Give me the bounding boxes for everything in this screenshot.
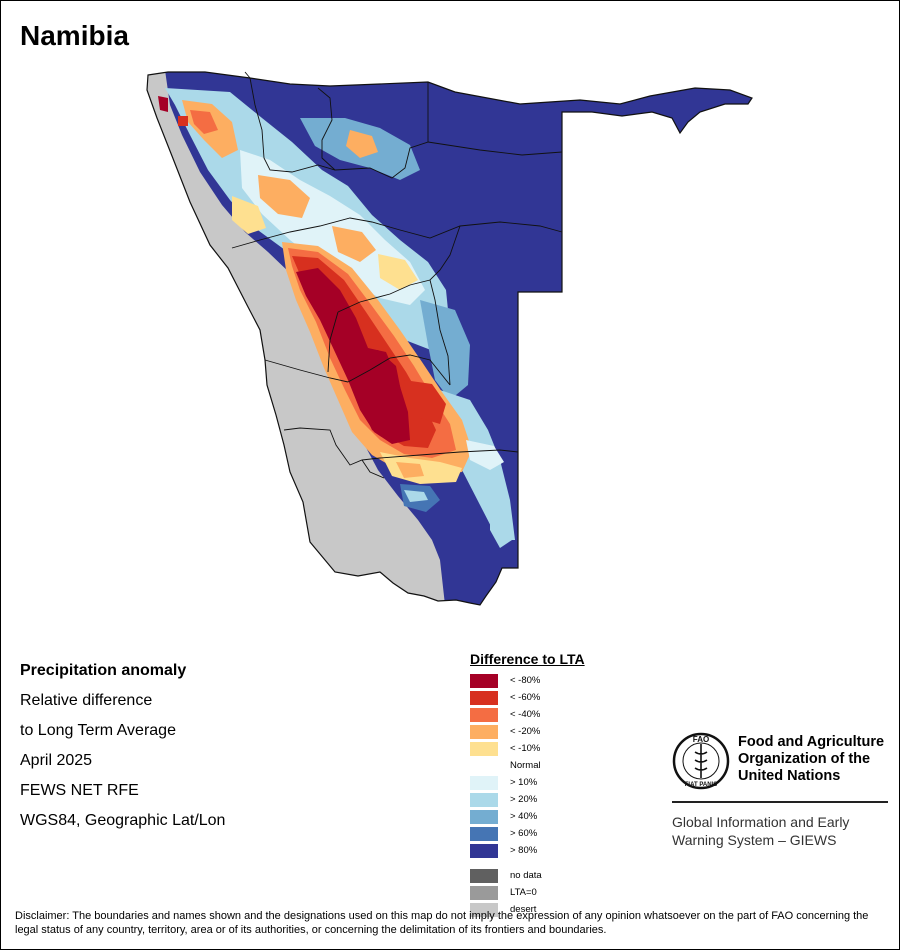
region-boundaries <box>231 71 563 479</box>
info-line: April 2025 <box>20 752 93 769</box>
legend-label: Normal <box>510 760 541 771</box>
anomaly-map <box>146 71 753 606</box>
legend-item: < -60% <box>470 689 585 706</box>
legend-label: LTA=0 <box>510 887 537 898</box>
legend-item: < -80% <box>470 672 585 689</box>
svg-text:FIAT PANIS: FIAT PANIS <box>685 782 717 788</box>
legend-label: > 60% <box>510 828 538 839</box>
info-line: FEWS NET RFE <box>20 782 139 799</box>
legend-label: > 80% <box>510 845 538 856</box>
legend-item: < -20% <box>470 723 585 740</box>
legend-label: > 20% <box>510 794 538 805</box>
legend-label: > 10% <box>510 777 538 788</box>
legend-label: < -60% <box>510 692 541 703</box>
legend-swatch <box>470 868 498 883</box>
legend-gap <box>470 859 585 867</box>
legend-swatch <box>470 792 498 807</box>
legend-swatch <box>470 741 498 756</box>
legend-extra: no data LTA=0 desert <box>470 867 585 918</box>
legend-label: > 40% <box>510 811 538 822</box>
legend: Difference to LTA < -80% < -60% < -40% < -2… <box>470 651 585 918</box>
svg-text:FAO: FAO <box>693 735 709 744</box>
legend-item: > 60% <box>470 825 585 842</box>
info-line: Relative difference <box>20 692 153 709</box>
legend-item: LTA=0 <box>470 884 585 901</box>
legend-label: desert <box>510 904 537 915</box>
map-title: Namibia <box>20 20 129 51</box>
legend-label: < -20% <box>510 726 541 737</box>
legend-item: > 80% <box>470 842 585 859</box>
legend-item: Normal <box>470 757 585 774</box>
legend-swatch <box>470 758 498 773</box>
legend-swatch <box>470 707 498 722</box>
legend-title: Difference to LTA <box>470 651 585 667</box>
legend-swatch <box>470 843 498 858</box>
fao-name-line: Organization of the <box>738 751 871 767</box>
legend-swatch <box>470 724 498 739</box>
legend-swatch <box>470 902 498 917</box>
divider <box>672 801 888 803</box>
legend-swatch <box>470 809 498 824</box>
legend-swatch <box>470 690 498 705</box>
giews-name: Global Information and Early Warning Sys… <box>672 813 849 849</box>
legend-swatch <box>470 775 498 790</box>
legend-item: > 20% <box>470 791 585 808</box>
legend-label: no data <box>510 870 542 881</box>
legend-swatch <box>470 826 498 841</box>
fao-name-line: United Nations <box>738 768 841 784</box>
legend-swatch <box>470 885 498 900</box>
legend-label: < -40% <box>510 709 541 720</box>
legend-item: > 10% <box>470 774 585 791</box>
info-heading: Precipitation anomaly <box>20 662 187 679</box>
giews-line: Global Information and Early <box>672 814 850 830</box>
fao-name: Food and Agriculture Organization of the… <box>738 734 884 785</box>
legend-item: no data <box>470 867 585 884</box>
legend-label: < -10% <box>510 743 541 754</box>
legend-item: < -10% <box>470 740 585 757</box>
legend-item: > 40% <box>470 808 585 825</box>
fao-name-line: Food and Agriculture <box>738 734 885 750</box>
legend-items: < -80% < -60% < -40% < -20% < -10% Normal > 10… <box>470 672 585 859</box>
legend-item: < -40% <box>470 706 585 723</box>
legend-item: desert <box>470 901 585 918</box>
disclaimer: Disclaimer: The boundaries and names sho… <box>15 910 869 936</box>
legend-label: < -80% <box>510 675 541 686</box>
legend-swatch <box>470 673 498 688</box>
info-line: to Long Term Average <box>20 722 176 739</box>
giews-line: Warning System – GIEWS <box>672 832 837 848</box>
fao-logo-icon: FAO FIAT PANIS <box>672 732 730 790</box>
map-info: Precipitation anomaly Relative differenc… <box>20 656 225 836</box>
info-line: WGS84, Geographic Lat/Lon <box>20 812 226 829</box>
